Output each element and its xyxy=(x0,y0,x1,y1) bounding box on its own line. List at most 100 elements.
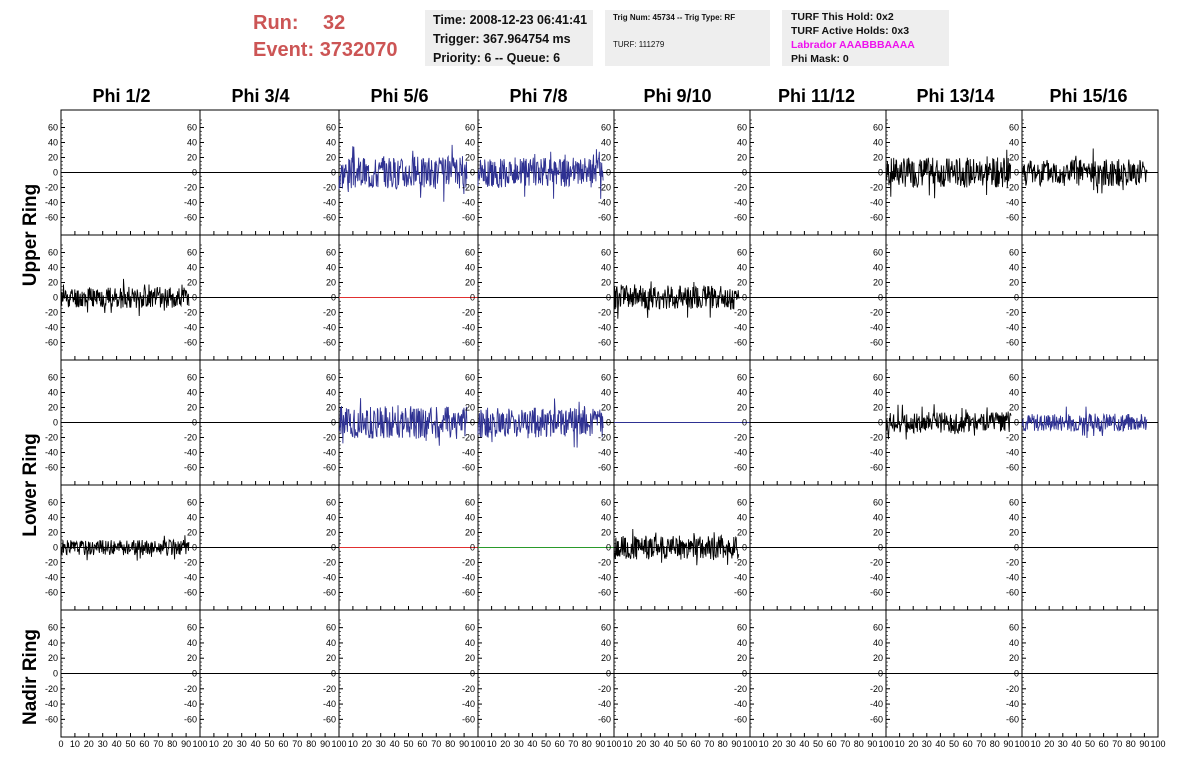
column-header-phi-15-16: Phi 15/16 xyxy=(1049,86,1128,106)
y-tick-label: 40 xyxy=(737,263,747,273)
waveform-trace xyxy=(338,398,468,446)
y-tick-label: 40 xyxy=(601,138,611,148)
x-tick-label: 100 xyxy=(878,739,893,749)
y-tick-label: -60 xyxy=(184,463,197,473)
y-tick-label: 40 xyxy=(1009,388,1019,398)
y-tick-label: -40 xyxy=(870,198,883,208)
y-tick-label: -40 xyxy=(462,699,475,709)
y-tick-label: -20 xyxy=(323,183,336,193)
y-tick-label: -20 xyxy=(184,183,197,193)
x-tick-label: 60 xyxy=(417,739,427,749)
trigger-info-box: Trig Num: 45734 -- Trig Type: RF TURF: 1… xyxy=(605,10,770,66)
y-tick-label: 20 xyxy=(1009,653,1019,663)
y-tick-label: -40 xyxy=(462,198,475,208)
y-tick-label: 40 xyxy=(187,263,197,273)
y-tick-label: -20 xyxy=(184,684,197,694)
y-tick-label: -60 xyxy=(598,714,611,724)
y-tick-label: 40 xyxy=(1009,138,1019,148)
y-tick-label: 40 xyxy=(873,638,883,648)
x-tick-label: 50 xyxy=(677,739,687,749)
y-tick-label: -60 xyxy=(462,463,475,473)
y-tick-label: -20 xyxy=(1006,183,1019,193)
x-tick-label: 10 xyxy=(623,739,633,749)
y-tick-label: 60 xyxy=(326,123,336,133)
y-tick-label: 0 xyxy=(331,293,336,303)
y-tick-label: 60 xyxy=(873,498,883,508)
y-tick-label: 40 xyxy=(873,138,883,148)
x-tick-label: 30 xyxy=(98,739,108,749)
y-tick-label: -20 xyxy=(45,308,58,318)
y-tick-label: -60 xyxy=(462,714,475,724)
x-tick-label: 20 xyxy=(908,739,918,749)
y-tick-label: -60 xyxy=(870,338,883,348)
y-tick-label: -60 xyxy=(323,213,336,223)
x-tick-label: 50 xyxy=(264,739,274,749)
y-tick-label: -40 xyxy=(323,448,336,458)
y-tick-label: -40 xyxy=(323,699,336,709)
y-tick-label: 20 xyxy=(737,278,747,288)
y-tick-label: 20 xyxy=(187,153,197,163)
y-tick-label: 40 xyxy=(737,513,747,523)
y-tick-label: -60 xyxy=(323,714,336,724)
y-tick-label: -40 xyxy=(462,573,475,583)
x-tick-label: 80 xyxy=(990,739,1000,749)
x-tick-label: 70 xyxy=(292,739,302,749)
y-tick-label: 20 xyxy=(601,403,611,413)
y-tick-label: -60 xyxy=(734,338,747,348)
y-tick-label: 0 xyxy=(331,669,336,679)
y-tick-label: 0 xyxy=(606,293,611,303)
x-tick-label: 20 xyxy=(772,739,782,749)
waveform-trace xyxy=(477,398,604,448)
y-tick-label: -40 xyxy=(598,198,611,208)
y-tick-label: 40 xyxy=(1009,263,1019,273)
x-tick-label: 60 xyxy=(827,739,837,749)
y-tick-label: 0 xyxy=(192,418,197,428)
y-tick-label: -40 xyxy=(734,323,747,333)
y-tick-label: 60 xyxy=(187,498,197,508)
y-tick-label: -20 xyxy=(462,308,475,318)
y-tick-label: 0 xyxy=(878,168,883,178)
y-tick-label: -20 xyxy=(870,308,883,318)
y-tick-label: -60 xyxy=(598,213,611,223)
column-header-phi-7-8: Phi 7/8 xyxy=(509,86,568,106)
y-tick-label: 40 xyxy=(601,263,611,273)
x-tick-label: 30 xyxy=(922,739,932,749)
y-tick-label: -20 xyxy=(323,684,336,694)
y-tick-label: 0 xyxy=(878,293,883,303)
y-tick-label: -20 xyxy=(184,433,197,443)
x-tick-label: 40 xyxy=(112,739,122,749)
y-tick-label: -20 xyxy=(734,433,747,443)
y-tick-label: 0 xyxy=(331,168,336,178)
y-tick-label: 0 xyxy=(192,293,197,303)
column-header-phi-11-12: Phi 11/12 xyxy=(777,86,856,106)
turf-active-text: TURF Active Holds: 0x3 xyxy=(791,25,910,37)
y-tick-label: -40 xyxy=(870,699,883,709)
y-tick-label: -60 xyxy=(45,463,58,473)
y-tick-label: -20 xyxy=(598,308,611,318)
y-tick-label: -20 xyxy=(598,558,611,568)
x-tick-label: 80 xyxy=(1126,739,1136,749)
y-tick-label: 60 xyxy=(48,498,58,508)
x-tick-label: 50 xyxy=(541,739,551,749)
y-tick-label: -40 xyxy=(734,198,747,208)
y-tick-label: 20 xyxy=(48,153,58,163)
y-tick-label: 0 xyxy=(470,418,475,428)
y-tick-label: -20 xyxy=(870,433,883,443)
x-tick-label: 30 xyxy=(237,739,247,749)
time-info-box: Time: 2008-12-23 06:41:41 Trigger: 367.9… xyxy=(425,10,593,66)
y-tick-label: 20 xyxy=(873,653,883,663)
x-tick-label: 40 xyxy=(1071,739,1081,749)
event-label: Event: xyxy=(253,39,315,61)
y-tick-label: -40 xyxy=(45,323,58,333)
y-tick-label: -40 xyxy=(323,323,336,333)
y-tick-label: 0 xyxy=(1014,418,1019,428)
y-tick-label: 20 xyxy=(187,278,197,288)
x-tick-label: 90 xyxy=(1139,739,1149,749)
x-tick-label: 70 xyxy=(568,739,578,749)
y-tick-label: -60 xyxy=(184,338,197,348)
y-tick-label: 0 xyxy=(331,418,336,428)
y-tick-label: 40 xyxy=(601,638,611,648)
waveform-trace xyxy=(477,149,604,199)
y-tick-label: -40 xyxy=(184,198,197,208)
